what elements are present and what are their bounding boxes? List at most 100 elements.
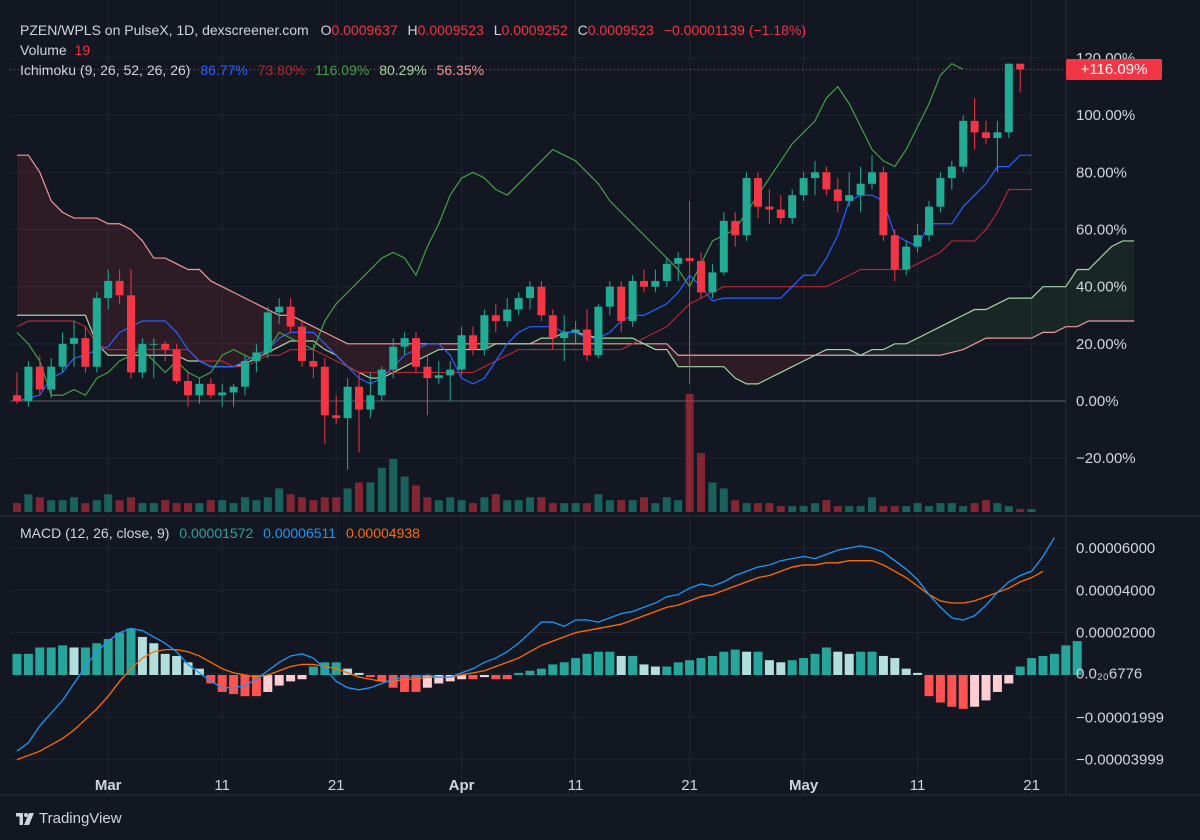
candle-body xyxy=(81,338,90,367)
candle-body xyxy=(400,338,409,347)
volume-bar xyxy=(434,500,443,512)
candle xyxy=(571,320,580,344)
volume-bar xyxy=(993,503,1002,512)
macd-histogram-bar xyxy=(616,655,626,675)
macd-histogram-bar xyxy=(799,658,809,675)
volume-label[interactable]: Volume xyxy=(20,42,67,58)
price-tick-label: 20.00% xyxy=(1076,336,1127,353)
macd-histogram-bar xyxy=(502,675,512,680)
candle-body xyxy=(651,280,660,287)
volume-bar xyxy=(366,482,375,512)
volume-bar xyxy=(13,503,21,512)
volume-bar xyxy=(868,497,876,512)
macd-histogram-bar xyxy=(149,643,159,675)
candle-body xyxy=(127,295,135,373)
macd-histogram-bar xyxy=(536,668,546,675)
macd-histogram-bar xyxy=(251,675,261,697)
candle xyxy=(742,172,751,241)
volume-bar xyxy=(902,506,911,512)
macd-histogram-bar xyxy=(764,660,774,675)
candle-body xyxy=(149,343,158,345)
candle xyxy=(92,292,101,373)
close-value: 0.0009523 xyxy=(587,22,654,38)
candle xyxy=(788,189,797,224)
price-tick-label: −20.00% xyxy=(1076,450,1136,467)
candle-body xyxy=(742,178,751,236)
candle-body xyxy=(788,195,797,219)
macd-histogram-bar xyxy=(890,658,900,675)
candle-body xyxy=(526,286,534,299)
candle-body xyxy=(503,309,512,321)
candle-body xyxy=(355,386,363,410)
time-tick-label: 11 xyxy=(568,777,584,794)
macd-histogram-bar xyxy=(1038,655,1048,675)
volume-bar xyxy=(469,503,477,512)
candle-body xyxy=(617,286,626,321)
candle-body xyxy=(833,189,842,201)
volume-bar xyxy=(92,500,101,512)
candle-body xyxy=(856,183,865,196)
price-tick-label: 100.00% xyxy=(1076,107,1135,124)
macd-histogram-bar xyxy=(229,675,239,695)
tradingview-brand[interactable]: TradingView xyxy=(16,810,122,827)
candle xyxy=(47,358,56,399)
candle xyxy=(845,172,854,207)
volume-bar xyxy=(765,503,774,512)
candle-body xyxy=(332,415,341,419)
candle-body xyxy=(571,329,580,333)
candle-body xyxy=(982,132,990,139)
symbol-title[interactable]: PZEN/WPLS on PulseX, 1D, dexscreener.com xyxy=(20,22,309,38)
candle xyxy=(902,240,911,276)
volume-bar xyxy=(879,506,888,512)
volume-bar xyxy=(822,500,831,512)
legend-symbol-row: PZEN/WPLS on PulseX, 1D, dexscreener.com… xyxy=(20,22,806,38)
macd-histogram-bar xyxy=(514,672,524,675)
candle-body xyxy=(35,366,44,390)
volume-bar xyxy=(970,503,979,512)
macd-histogram-bar xyxy=(992,675,1002,692)
macd-label[interactable]: MACD (12, 26, close, 9) xyxy=(20,525,170,541)
volume-bar xyxy=(503,500,512,512)
macd-histogram-bar xyxy=(958,675,968,709)
volume-bar xyxy=(206,500,215,512)
macd-tick-label: 0.00004000 xyxy=(1076,582,1155,599)
time-tick-label: 11 xyxy=(214,777,230,794)
volume-bar xyxy=(104,494,113,512)
candle-body xyxy=(537,286,546,316)
ichimoku-label[interactable]: Ichimoku (9, 26, 52, 26, 26) xyxy=(20,62,191,78)
candle-body xyxy=(229,386,238,393)
candle-body xyxy=(719,220,728,273)
macd-signal-line xyxy=(16,560,1044,761)
volume-bar xyxy=(845,506,854,512)
macd-tick-label: 0.00006000 xyxy=(1076,540,1155,557)
candle-body xyxy=(377,369,386,396)
macd-histogram-bar xyxy=(411,675,421,692)
candle xyxy=(890,229,899,281)
macd-histogram-bar xyxy=(468,675,478,680)
volume-bar xyxy=(229,503,238,512)
macd-histogram-bar xyxy=(1015,666,1025,675)
macd-histogram-value: 0.00001572 xyxy=(179,525,254,541)
ichimoku-cloud-fill xyxy=(17,155,542,379)
volume-bar xyxy=(115,500,124,512)
volume-bar xyxy=(457,500,466,512)
candle-body xyxy=(936,178,945,207)
macd-histogram-bar xyxy=(730,649,740,675)
candle xyxy=(172,343,181,384)
candle xyxy=(412,332,420,373)
candle-body xyxy=(92,298,101,367)
candle xyxy=(537,280,546,321)
macd-histogram-bar xyxy=(194,668,204,675)
volume-bar xyxy=(913,503,922,512)
volume-value: 19 xyxy=(74,42,91,58)
candle xyxy=(1016,63,1025,93)
candle-body xyxy=(172,349,181,381)
candle-body xyxy=(412,338,420,367)
candle xyxy=(35,355,44,396)
candle xyxy=(640,269,648,293)
volume-bar xyxy=(719,488,728,512)
legend-volume-row: Volume 19 xyxy=(20,42,90,58)
candle-body xyxy=(548,315,557,339)
macd-histogram-bar xyxy=(1061,645,1071,675)
